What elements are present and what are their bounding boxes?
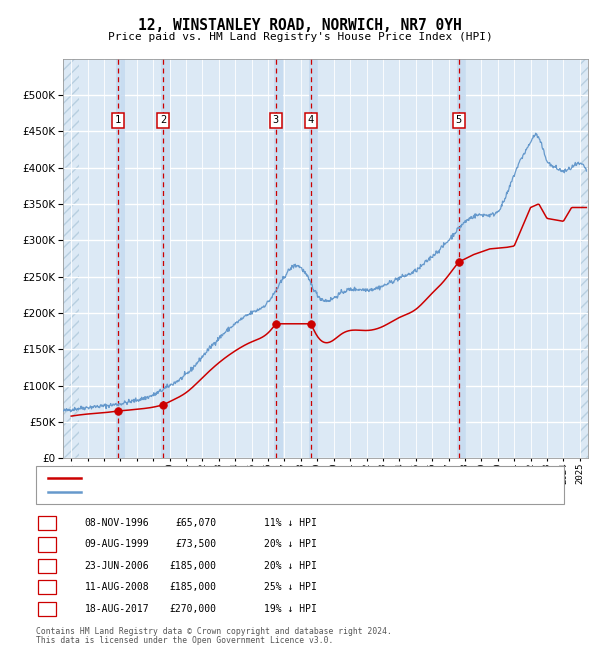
Text: 12, WINSTANLEY ROAD, NORWICH, NR7 0YH: 12, WINSTANLEY ROAD, NORWICH, NR7 0YH bbox=[138, 18, 462, 33]
Text: 23-JUN-2006: 23-JUN-2006 bbox=[85, 561, 149, 571]
Bar bbox=[161, 58, 170, 458]
Text: 5: 5 bbox=[455, 116, 462, 125]
Text: 3: 3 bbox=[44, 561, 50, 571]
Bar bbox=[274, 58, 283, 458]
Bar bbox=[116, 58, 125, 458]
Text: 11% ↓ HPI: 11% ↓ HPI bbox=[264, 518, 317, 528]
Text: £185,000: £185,000 bbox=[169, 561, 216, 571]
Text: 19% ↓ HPI: 19% ↓ HPI bbox=[264, 604, 317, 614]
Text: 09-AUG-1999: 09-AUG-1999 bbox=[85, 540, 149, 549]
Text: 25% ↓ HPI: 25% ↓ HPI bbox=[264, 582, 317, 592]
Text: Contains HM Land Registry data © Crown copyright and database right 2024.: Contains HM Land Registry data © Crown c… bbox=[36, 627, 392, 636]
Bar bbox=[580, 58, 588, 458]
Text: 1: 1 bbox=[115, 116, 121, 125]
Text: 3: 3 bbox=[272, 116, 279, 125]
Text: £270,000: £270,000 bbox=[169, 604, 216, 614]
Text: 2: 2 bbox=[44, 540, 50, 549]
Text: 08-NOV-1996: 08-NOV-1996 bbox=[85, 518, 149, 528]
Text: Price paid vs. HM Land Registry's House Price Index (HPI): Price paid vs. HM Land Registry's House … bbox=[107, 32, 493, 42]
Text: HPI: Average price, detached house, Broadland: HPI: Average price, detached house, Broa… bbox=[87, 488, 346, 497]
Text: 12, WINSTANLEY ROAD, NORWICH, NR7 0YH (detached house): 12, WINSTANLEY ROAD, NORWICH, NR7 0YH (d… bbox=[87, 474, 398, 482]
Text: 4: 4 bbox=[308, 116, 314, 125]
Bar bbox=[309, 58, 318, 458]
Text: £65,070: £65,070 bbox=[175, 518, 216, 528]
Text: 18-AUG-2017: 18-AUG-2017 bbox=[85, 604, 149, 614]
Text: 5: 5 bbox=[44, 604, 50, 614]
Bar bbox=[63, 58, 79, 458]
Text: 20% ↓ HPI: 20% ↓ HPI bbox=[264, 540, 317, 549]
Text: £185,000: £185,000 bbox=[169, 582, 216, 592]
Text: 1: 1 bbox=[44, 518, 50, 528]
Text: 4: 4 bbox=[44, 582, 50, 592]
Text: This data is licensed under the Open Government Licence v3.0.: This data is licensed under the Open Gov… bbox=[36, 636, 334, 645]
Bar bbox=[457, 58, 466, 458]
Text: £73,500: £73,500 bbox=[175, 540, 216, 549]
Text: 20% ↓ HPI: 20% ↓ HPI bbox=[264, 561, 317, 571]
Text: 11-AUG-2008: 11-AUG-2008 bbox=[85, 582, 149, 592]
Text: 2: 2 bbox=[160, 116, 166, 125]
